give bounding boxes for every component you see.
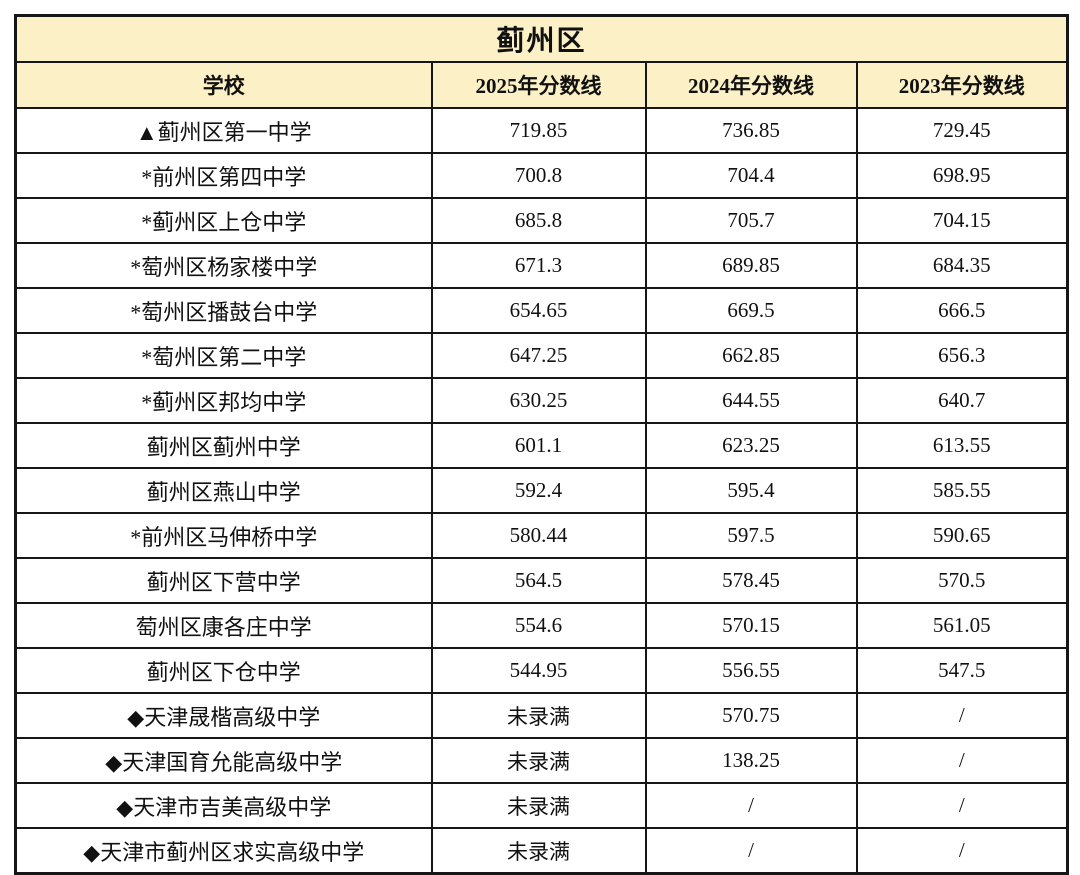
score-cell-2025: 630.25 (430, 377, 647, 424)
table-row: ◆天津市蓟州区求实高级中学 未录满 / / (14, 827, 1069, 875)
score-cell-2024: 705.7 (644, 197, 858, 244)
score-cell-2025: 未录满 (430, 827, 647, 875)
table-title: 蓟州区 (14, 14, 1069, 63)
school-cell: 萄州区康各庄中学 (14, 602, 433, 649)
score-cell-2024: 736.85 (644, 107, 858, 154)
school-cell: *萄州区第二中学 (14, 332, 433, 379)
school-cell: ◆天津市吉美高级中学 (14, 782, 433, 829)
score-cell-2024: 689.85 (644, 242, 858, 289)
score-cell-2024: 597.5 (644, 512, 858, 559)
score-cell-2024: 570.75 (644, 692, 858, 739)
score-cell-2025: 544.95 (430, 647, 647, 694)
table-row: *萄州区第二中学 647.25 662.85 656.3 (14, 332, 1069, 379)
table-row: 蓟州区燕山中学 592.4 595.4 585.55 (14, 467, 1069, 514)
score-table: 蓟州区 学校 2025年分数线 2024年分数线 2023年分数线 ▲蓟州区第一… (14, 14, 1070, 875)
school-cell: 蓟州区下仓中学 (14, 647, 433, 694)
score-cell-2025: 592.4 (430, 467, 647, 514)
score-cell-2025: 654.65 (430, 287, 647, 334)
col-header-school: 学校 (14, 61, 433, 109)
score-cell-2023: / (855, 827, 1069, 875)
school-cell: ◆天津国育允能高级中学 (14, 737, 433, 784)
school-cell: *萄州区杨家楼中学 (14, 242, 433, 289)
score-cell-2025: 671.3 (430, 242, 647, 289)
table-row: *蓟州区邦均中学 630.25 644.55 640.7 (14, 377, 1069, 424)
score-cell-2025: 未录满 (430, 782, 647, 829)
table-row: *萄州区播鼓台中学 654.65 669.5 666.5 (14, 287, 1069, 334)
score-cell-2025: 未录满 (430, 737, 647, 784)
table-row: ▲蓟州区第一中学 719.85 736.85 729.45 (14, 107, 1069, 154)
score-cell-2025: 647.25 (430, 332, 647, 379)
table-row: ◆天津晟楷高级中学 未录满 570.75 / (14, 692, 1069, 739)
col-header-2025: 2025年分数线 (430, 61, 647, 109)
score-cell-2025: 554.6 (430, 602, 647, 649)
score-cell-2023: 570.5 (855, 557, 1069, 604)
col-header-2023: 2023年分数线 (855, 61, 1069, 109)
table-row: 蓟州区下营中学 564.5 578.45 570.5 (14, 557, 1069, 604)
score-cell-2025: 719.85 (430, 107, 647, 154)
score-cell-2025: 未录满 (430, 692, 647, 739)
school-cell: *前州区马伸桥中学 (14, 512, 433, 559)
table-row: *前州区第四中学 700.8 704.4 698.95 (14, 152, 1069, 199)
score-cell-2023: 704.15 (855, 197, 1069, 244)
title-row: 蓟州区 (14, 14, 1069, 63)
score-cell-2024: 644.55 (644, 377, 858, 424)
score-cell-2025: 685.8 (430, 197, 647, 244)
score-cell-2024: 570.15 (644, 602, 858, 649)
school-cell: *蓟州区上仓中学 (14, 197, 433, 244)
score-cell-2023: 684.35 (855, 242, 1069, 289)
score-cell-2024: 669.5 (644, 287, 858, 334)
table-row: *前州区马伸桥中学 580.44 597.5 590.65 (14, 512, 1069, 559)
score-cell-2023: 613.55 (855, 422, 1069, 469)
score-cell-2023: / (855, 737, 1069, 784)
score-cell-2023: 656.3 (855, 332, 1069, 379)
school-cell: *前州区第四中学 (14, 152, 433, 199)
table-row: 蓟州区下仓中学 544.95 556.55 547.5 (14, 647, 1069, 694)
score-cell-2024: 704.4 (644, 152, 858, 199)
score-cell-2023: / (855, 782, 1069, 829)
score-cell-2024: 138.25 (644, 737, 858, 784)
table-row: *萄州区杨家楼中学 671.3 689.85 684.35 (14, 242, 1069, 289)
score-cell-2023: 698.95 (855, 152, 1069, 199)
col-header-2024: 2024年分数线 (644, 61, 858, 109)
score-cell-2023: 666.5 (855, 287, 1069, 334)
school-cell: ◆天津市蓟州区求实高级中学 (14, 827, 433, 875)
score-cell-2024: 556.55 (644, 647, 858, 694)
score-cell-2024: 595.4 (644, 467, 858, 514)
school-cell: 蓟州区蓟州中学 (14, 422, 433, 469)
score-cell-2023: 590.65 (855, 512, 1069, 559)
table-row: 蓟州区蓟州中学 601.1 623.25 613.55 (14, 422, 1069, 469)
score-cell-2023: 561.05 (855, 602, 1069, 649)
table-row: ◆天津国育允能高级中学 未录满 138.25 / (14, 737, 1069, 784)
score-cell-2023: 729.45 (855, 107, 1069, 154)
school-cell: ▲蓟州区第一中学 (14, 107, 433, 154)
school-cell: *蓟州区邦均中学 (14, 377, 433, 424)
score-cell-2024: / (644, 827, 858, 875)
school-cell: ◆天津晟楷高级中学 (14, 692, 433, 739)
table-row: *蓟州区上仓中学 685.8 705.7 704.15 (14, 197, 1069, 244)
header-row: 学校 2025年分数线 2024年分数线 2023年分数线 (14, 61, 1069, 109)
score-cell-2024: 578.45 (644, 557, 858, 604)
score-cell-2023: 585.55 (855, 467, 1069, 514)
table-row: 萄州区康各庄中学 554.6 570.15 561.05 (14, 602, 1069, 649)
score-cell-2023: 547.5 (855, 647, 1069, 694)
school-cell: 蓟州区下营中学 (14, 557, 433, 604)
score-cell-2025: 564.5 (430, 557, 647, 604)
score-cell-2023: / (855, 692, 1069, 739)
table-row: ◆天津市吉美高级中学 未录满 / / (14, 782, 1069, 829)
school-cell: 蓟州区燕山中学 (14, 467, 433, 514)
score-cell-2025: 601.1 (430, 422, 647, 469)
score-cell-2023: 640.7 (855, 377, 1069, 424)
page: 蓟州区 学校 2025年分数线 2024年分数线 2023年分数线 ▲蓟州区第一… (14, 14, 1070, 875)
score-cell-2025: 580.44 (430, 512, 647, 559)
score-cell-2025: 700.8 (430, 152, 647, 199)
score-cell-2024: / (644, 782, 858, 829)
score-cell-2024: 662.85 (644, 332, 858, 379)
school-cell: *萄州区播鼓台中学 (14, 287, 433, 334)
score-cell-2024: 623.25 (644, 422, 858, 469)
